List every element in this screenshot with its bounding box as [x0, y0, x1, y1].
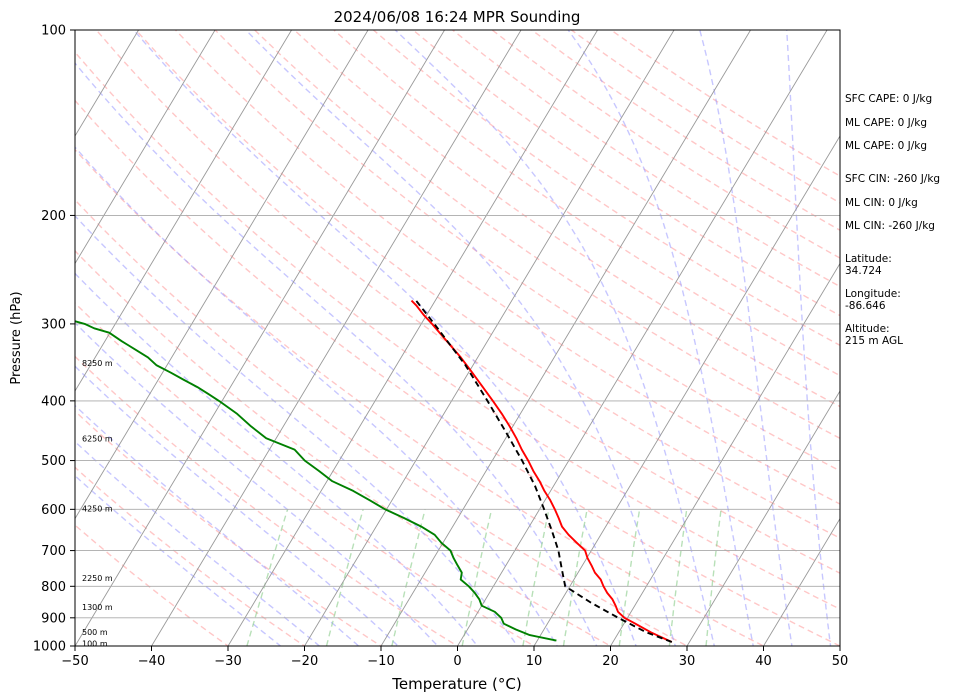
- y-tick-label: 900: [41, 611, 66, 626]
- dry-adiabat: [214, 30, 840, 472]
- isotherm-line: [533, 135, 840, 646]
- x-axis-ticks: −50 −40 −30 −20 −10 0 10 20 30 40 50: [61, 646, 848, 669]
- isotherm-line: [227, 30, 599, 646]
- y-tick-label: 300: [41, 317, 66, 332]
- moist-adiabat: [567, 30, 754, 646]
- moist-adiabat: [245, 30, 677, 646]
- isotherm-line: [763, 517, 840, 646]
- isotherm-line: [380, 30, 752, 646]
- moist-adiabat: [699, 30, 793, 646]
- dry-adiabat: [174, 30, 840, 505]
- height-label: 6250 m: [82, 434, 113, 443]
- isotherm-line: [75, 30, 293, 392]
- dry-adiabat: [75, 99, 840, 646]
- x-tick-label: −50: [61, 654, 88, 669]
- x-tick-label: −20: [291, 654, 318, 669]
- isotherm-line: [686, 390, 840, 646]
- temperature-line: [410, 299, 673, 643]
- moist-adiabat: [75, 474, 282, 646]
- moist-adiabat: [75, 146, 558, 646]
- dry-adiabat: [452, 30, 840, 288]
- x-tick-label: 30: [679, 654, 696, 669]
- parcel-line: [415, 300, 673, 643]
- dry-adiabat: [75, 51, 840, 610]
- height-label: 500 m: [82, 628, 108, 637]
- ml-cin-text: ML CIN: 0 J/kg: [845, 197, 918, 209]
- dry-adiabat: [372, 30, 840, 347]
- ml-cape-text: ML CAPE: 0 J/kg: [845, 117, 927, 129]
- annotations-panel: SFC CAPE: 0 J/kg ML CAPE: 0 J/kg ML CAPE…: [845, 93, 940, 347]
- latitude-value: 34.724: [845, 265, 882, 277]
- longitude-value: -86.646: [845, 300, 886, 312]
- height-label: 8250 m: [82, 359, 113, 368]
- y-tick-label: 1000: [33, 640, 66, 655]
- moist-adiabat: [75, 62, 598, 646]
- x-axis-label: Temperature (°C): [391, 675, 521, 693]
- dry-adiabat: [75, 198, 689, 646]
- x-tick-label: 20: [602, 654, 619, 669]
- sfc-cin-text: SFC CIN: -260 J/kg: [845, 173, 940, 185]
- sfc-cape-text: SFC CAPE: 0 J/kg: [845, 93, 932, 105]
- y-tick-label: 100: [41, 24, 66, 39]
- x-tick-label: −30: [214, 654, 241, 669]
- isotherm-line: [610, 262, 840, 646]
- moist-adiabat: [75, 365, 400, 646]
- height-labels: 100 m 500 m 1300 m 2250 m 4250 m 6250 m 8250 m: [82, 359, 113, 648]
- y-axis-label: Pressure (hPa): [9, 291, 24, 384]
- x-tick-label: 40: [755, 654, 772, 669]
- height-label: 100 m: [82, 639, 108, 648]
- chart-title: 2024/06/08 16:24 MPR Sounding: [334, 8, 581, 26]
- height-label: 4250 m: [82, 504, 113, 513]
- moist-adiabat: [786, 30, 832, 646]
- height-label: 2250 m: [82, 574, 113, 583]
- x-tick-label: 10: [526, 654, 543, 669]
- moist-adiabat: [133, 30, 637, 646]
- y-tick-label: 800: [41, 580, 66, 595]
- moist-adiabat: [75, 404, 360, 646]
- dry-adiabat: [333, 30, 840, 377]
- dry-adiabat: [95, 30, 840, 574]
- ml-cin-text-2: ML CIN: -260 J/kg: [845, 220, 935, 232]
- altitude-value: 215 m AGL: [845, 335, 903, 347]
- dry-adiabat: [135, 30, 840, 539]
- x-tick-label: −40: [138, 654, 165, 669]
- isotherm-line: [457, 30, 828, 646]
- moist-adiabat: [75, 272, 479, 646]
- dry-adiabat: [75, 148, 766, 646]
- y-tick-label: 600: [41, 503, 66, 518]
- isotherm-line: [75, 30, 369, 520]
- y-tick-label: 500: [41, 454, 66, 469]
- dry-adiabat: [75, 524, 230, 646]
- moist-adiabat: [75, 440, 321, 646]
- moist-adiabat: [75, 321, 439, 646]
- isotherm-line: [304, 30, 675, 646]
- moist-adiabat: [394, 30, 716, 646]
- ml-cape-text-2: ML CAPE: 0 J/kg: [845, 140, 927, 152]
- y-tick-label: 400: [41, 394, 66, 409]
- y-axis-ticks: 100 200 300 400 500 600 700 800 900 1000: [33, 24, 75, 655]
- x-tick-label: 0: [453, 654, 461, 669]
- y-tick-label: 700: [41, 544, 66, 559]
- isotherm-line: [75, 30, 216, 265]
- y-tick-label: 200: [41, 209, 66, 224]
- latitude-label: Latitude:: [845, 253, 892, 265]
- longitude-label: Longitude:: [845, 288, 901, 300]
- x-tick-label: 50: [832, 654, 849, 669]
- isotherm-line: [75, 30, 446, 646]
- x-tick-label: −10: [367, 654, 394, 669]
- sounding-profiles: [75, 299, 673, 643]
- altitude-label: Altitude:: [845, 323, 890, 335]
- height-label: 1300 m: [82, 603, 113, 612]
- isotherm-line: [75, 30, 140, 137]
- background-lines: [75, 30, 840, 646]
- moist-adiabat: [75, 214, 519, 646]
- dewpoint-line: [75, 320, 557, 642]
- isotherm-line: [151, 30, 522, 646]
